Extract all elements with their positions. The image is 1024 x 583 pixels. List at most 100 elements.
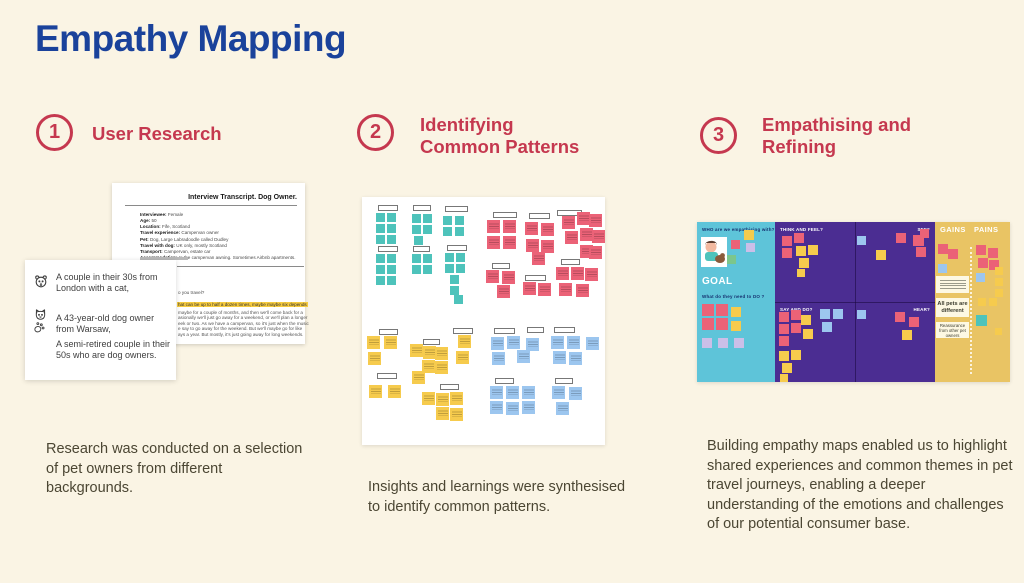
sticky-note [796, 246, 806, 256]
cluster-label [379, 329, 398, 335]
sticky-note [387, 254, 396, 263]
sticky-note [978, 258, 988, 268]
cluster-label [554, 327, 575, 333]
sticky-note [857, 236, 866, 245]
sticky-note [376, 254, 385, 263]
sticky-note [435, 361, 448, 374]
sticky-note [799, 258, 809, 268]
transcript-meta-line: Location: Fife, Scotland [140, 224, 191, 230]
quadrant-say-do-label: SAY AND DO? [780, 307, 813, 312]
sticky-note [803, 329, 813, 339]
cluster-label [377, 373, 397, 379]
cluster-label [494, 328, 515, 334]
step-2-label: Identifying Common Patterns [420, 114, 580, 157]
sticky-note [532, 252, 545, 265]
sticky-note [538, 283, 551, 296]
sticky-note [995, 328, 1002, 335]
gains-note-box: Reassurance from other pet owners [936, 322, 969, 338]
sticky-note [445, 264, 454, 273]
sticky-note [820, 309, 830, 319]
sticky-note [948, 249, 958, 259]
cat-icon [33, 307, 48, 327]
transcript-body-line: eek or two. As we have a campervan, so i… [178, 320, 309, 326]
sticky-note [517, 350, 530, 363]
sticky-note [387, 235, 396, 244]
sticky-note [589, 246, 602, 259]
sticky-note [567, 336, 580, 349]
divider [177, 266, 304, 267]
sticky-note [779, 351, 789, 361]
sticky-note [487, 236, 500, 249]
sticky-note [995, 267, 1003, 275]
quadrant-divider [775, 302, 935, 303]
sticky-note [443, 216, 452, 225]
persona-item: A semi-retired couple in their 50s who a… [56, 339, 171, 360]
sticky-note [443, 227, 452, 236]
persona-item: A couple in their 30s from London with a… [56, 272, 158, 293]
step-3-circle: 3 [700, 117, 737, 154]
goal-title: GOAL [702, 276, 733, 287]
transcript-meta-line: Pet: Dog, Large Labradoodle called Dudle… [140, 236, 229, 242]
sticky-note [822, 322, 832, 332]
quadrant-hear-label: HEAR? [913, 307, 930, 312]
illegible-text-line [140, 257, 188, 260]
sticky-note [497, 285, 510, 298]
sticky-note [423, 265, 432, 274]
sticky-note [412, 225, 421, 234]
pains-title: PAINS [974, 225, 999, 234]
sticky-note [368, 352, 381, 365]
sticky-note [833, 309, 843, 319]
transcript-meta-line: Age: 50 [140, 218, 157, 224]
cluster-label [529, 213, 550, 219]
sticky-note [506, 386, 519, 399]
sticky-note [387, 276, 396, 285]
sticky-note [995, 289, 1003, 297]
cluster-label [527, 327, 544, 333]
step-1-circle: 1 [36, 114, 73, 151]
step-3-description: Building empathy maps enabled us to high… [707, 438, 1013, 532]
sticky-note [779, 324, 789, 334]
sticky-note [895, 312, 905, 322]
sticky-note [387, 213, 396, 222]
sticky-note [551, 336, 564, 349]
sticky-note [592, 230, 605, 243]
sticky-note [526, 239, 539, 252]
sticky-note [388, 385, 401, 398]
sticky-note [491, 337, 504, 350]
sticky-note [450, 408, 463, 421]
sticky-note [801, 315, 811, 325]
sticky-note [456, 253, 465, 262]
gains-note-box [936, 276, 969, 293]
sticky-note [989, 298, 997, 306]
sticky-note [586, 337, 599, 350]
sticky-note [746, 243, 755, 252]
sticky-note [490, 401, 503, 414]
sticky-note [731, 321, 741, 331]
gains-note-box: All pets are different [936, 298, 969, 317]
sticky-note [779, 336, 789, 346]
sticky-note [450, 392, 463, 405]
cluster-label [413, 246, 430, 252]
sticky-note [376, 213, 385, 222]
sticky-note [423, 254, 432, 263]
sticky-note [916, 247, 926, 257]
sticky-note [412, 371, 425, 384]
sticky-note [486, 270, 499, 283]
cluster-label [453, 328, 473, 334]
sticky-note [456, 351, 469, 364]
transcript-meta: Interviewee: Female Age: 50 Location: Fife… [140, 212, 299, 261]
cluster-label [561, 259, 580, 265]
step-3-label: Empathising and Refining [762, 114, 912, 157]
sticky-note [978, 298, 986, 306]
sticky-note [541, 240, 554, 253]
cluster-label [423, 339, 440, 345]
sticky-note [525, 222, 538, 235]
step-1-number: 1 [48, 121, 61, 143]
sticky-note [492, 352, 505, 365]
step-2-description: Insights and learnings were synthesised … [368, 479, 626, 515]
sticky-note [744, 230, 754, 240]
divider [125, 205, 297, 206]
transcript-body-line: ays a year. But mostly, it's just going … [178, 331, 304, 337]
transcript-question: o you travel? [178, 290, 205, 295]
sticky-note [791, 350, 801, 360]
